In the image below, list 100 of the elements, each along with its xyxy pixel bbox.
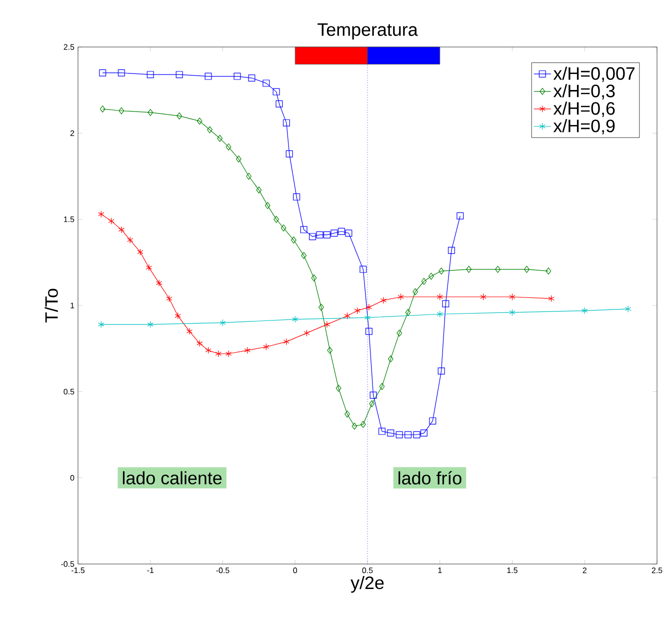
point: [546, 268, 552, 275]
annotation: lado frío: [398, 471, 462, 485]
point: [108, 218, 114, 225]
point: [323, 231, 330, 238]
legend-label: x/H=0,3: [553, 84, 615, 100]
point: [100, 106, 106, 113]
point: [118, 226, 124, 234]
point: [176, 112, 182, 120]
point: [98, 320, 104, 328]
point: [176, 71, 183, 78]
point: [524, 266, 530, 273]
point: [236, 156, 242, 163]
point: [205, 346, 212, 354]
point: [336, 384, 342, 392]
point: [263, 343, 270, 350]
point: [421, 278, 427, 285]
point: [420, 430, 428, 437]
point: [262, 80, 270, 87]
point: [292, 316, 298, 323]
legend-label: x/H=0,9: [553, 119, 615, 134]
point: [388, 355, 394, 362]
point: [301, 252, 307, 260]
point: [396, 431, 403, 438]
point: [366, 304, 372, 311]
point: [186, 328, 193, 335]
point: [147, 320, 154, 328]
point: [204, 72, 212, 80]
point: [304, 330, 310, 337]
point: [280, 224, 286, 232]
point: [379, 382, 385, 390]
point: [378, 428, 386, 435]
point: [429, 417, 436, 424]
point: [330, 230, 338, 237]
point: [118, 69, 125, 76]
point: [196, 340, 203, 347]
point: [456, 212, 464, 220]
point: [156, 280, 162, 287]
point: [396, 330, 402, 337]
point: [360, 266, 367, 273]
point: [248, 74, 256, 82]
point: [174, 312, 181, 320]
point: [428, 272, 434, 280]
point: [364, 314, 371, 322]
point: [369, 400, 375, 408]
point: [290, 236, 296, 244]
y-axis-title: T/To: [44, 288, 58, 323]
point: [438, 367, 445, 374]
point: [207, 126, 212, 134]
annotation: lado caliente: [122, 471, 222, 484]
legend-label: x/H=0,007: [553, 66, 635, 82]
point: [370, 392, 377, 399]
point: [118, 107, 124, 114]
point: [286, 150, 293, 158]
point: [509, 293, 516, 300]
point: [380, 296, 386, 304]
point: [293, 193, 300, 200]
point: [365, 328, 372, 335]
point: [318, 304, 324, 311]
point: [256, 186, 262, 194]
point: [354, 307, 360, 314]
point: [244, 346, 250, 354]
point: [311, 274, 317, 282]
point: [324, 320, 330, 328]
point: [387, 430, 394, 437]
point: [137, 248, 144, 256]
point: [548, 295, 554, 302]
point: [217, 134, 223, 142]
point: [226, 143, 232, 150]
point: [624, 305, 632, 312]
point: [166, 295, 172, 302]
legend-label: x/H=0,6: [553, 102, 615, 117]
point: [98, 210, 104, 218]
point: [276, 100, 283, 108]
point: [436, 310, 443, 318]
point: [148, 108, 154, 116]
point: [282, 119, 290, 126]
point: [412, 288, 418, 296]
point: [246, 172, 252, 180]
point: [345, 230, 352, 237]
point: [220, 319, 226, 326]
point: [146, 71, 154, 78]
point: [442, 300, 450, 308]
point: [234, 72, 241, 80]
point: [495, 266, 500, 273]
x-axis-title: y/2e: [350, 576, 384, 593]
point: [466, 266, 472, 273]
point: [196, 118, 202, 125]
point: [344, 312, 350, 320]
point: [274, 216, 280, 223]
point: [264, 202, 270, 210]
point: [99, 69, 106, 76]
point: [300, 226, 308, 234]
point: [448, 246, 455, 254]
point: [398, 293, 404, 300]
point: [480, 293, 486, 300]
point: [582, 307, 588, 314]
point: [308, 233, 316, 240]
point: [225, 350, 232, 358]
point: [344, 410, 350, 418]
point: [327, 346, 333, 354]
